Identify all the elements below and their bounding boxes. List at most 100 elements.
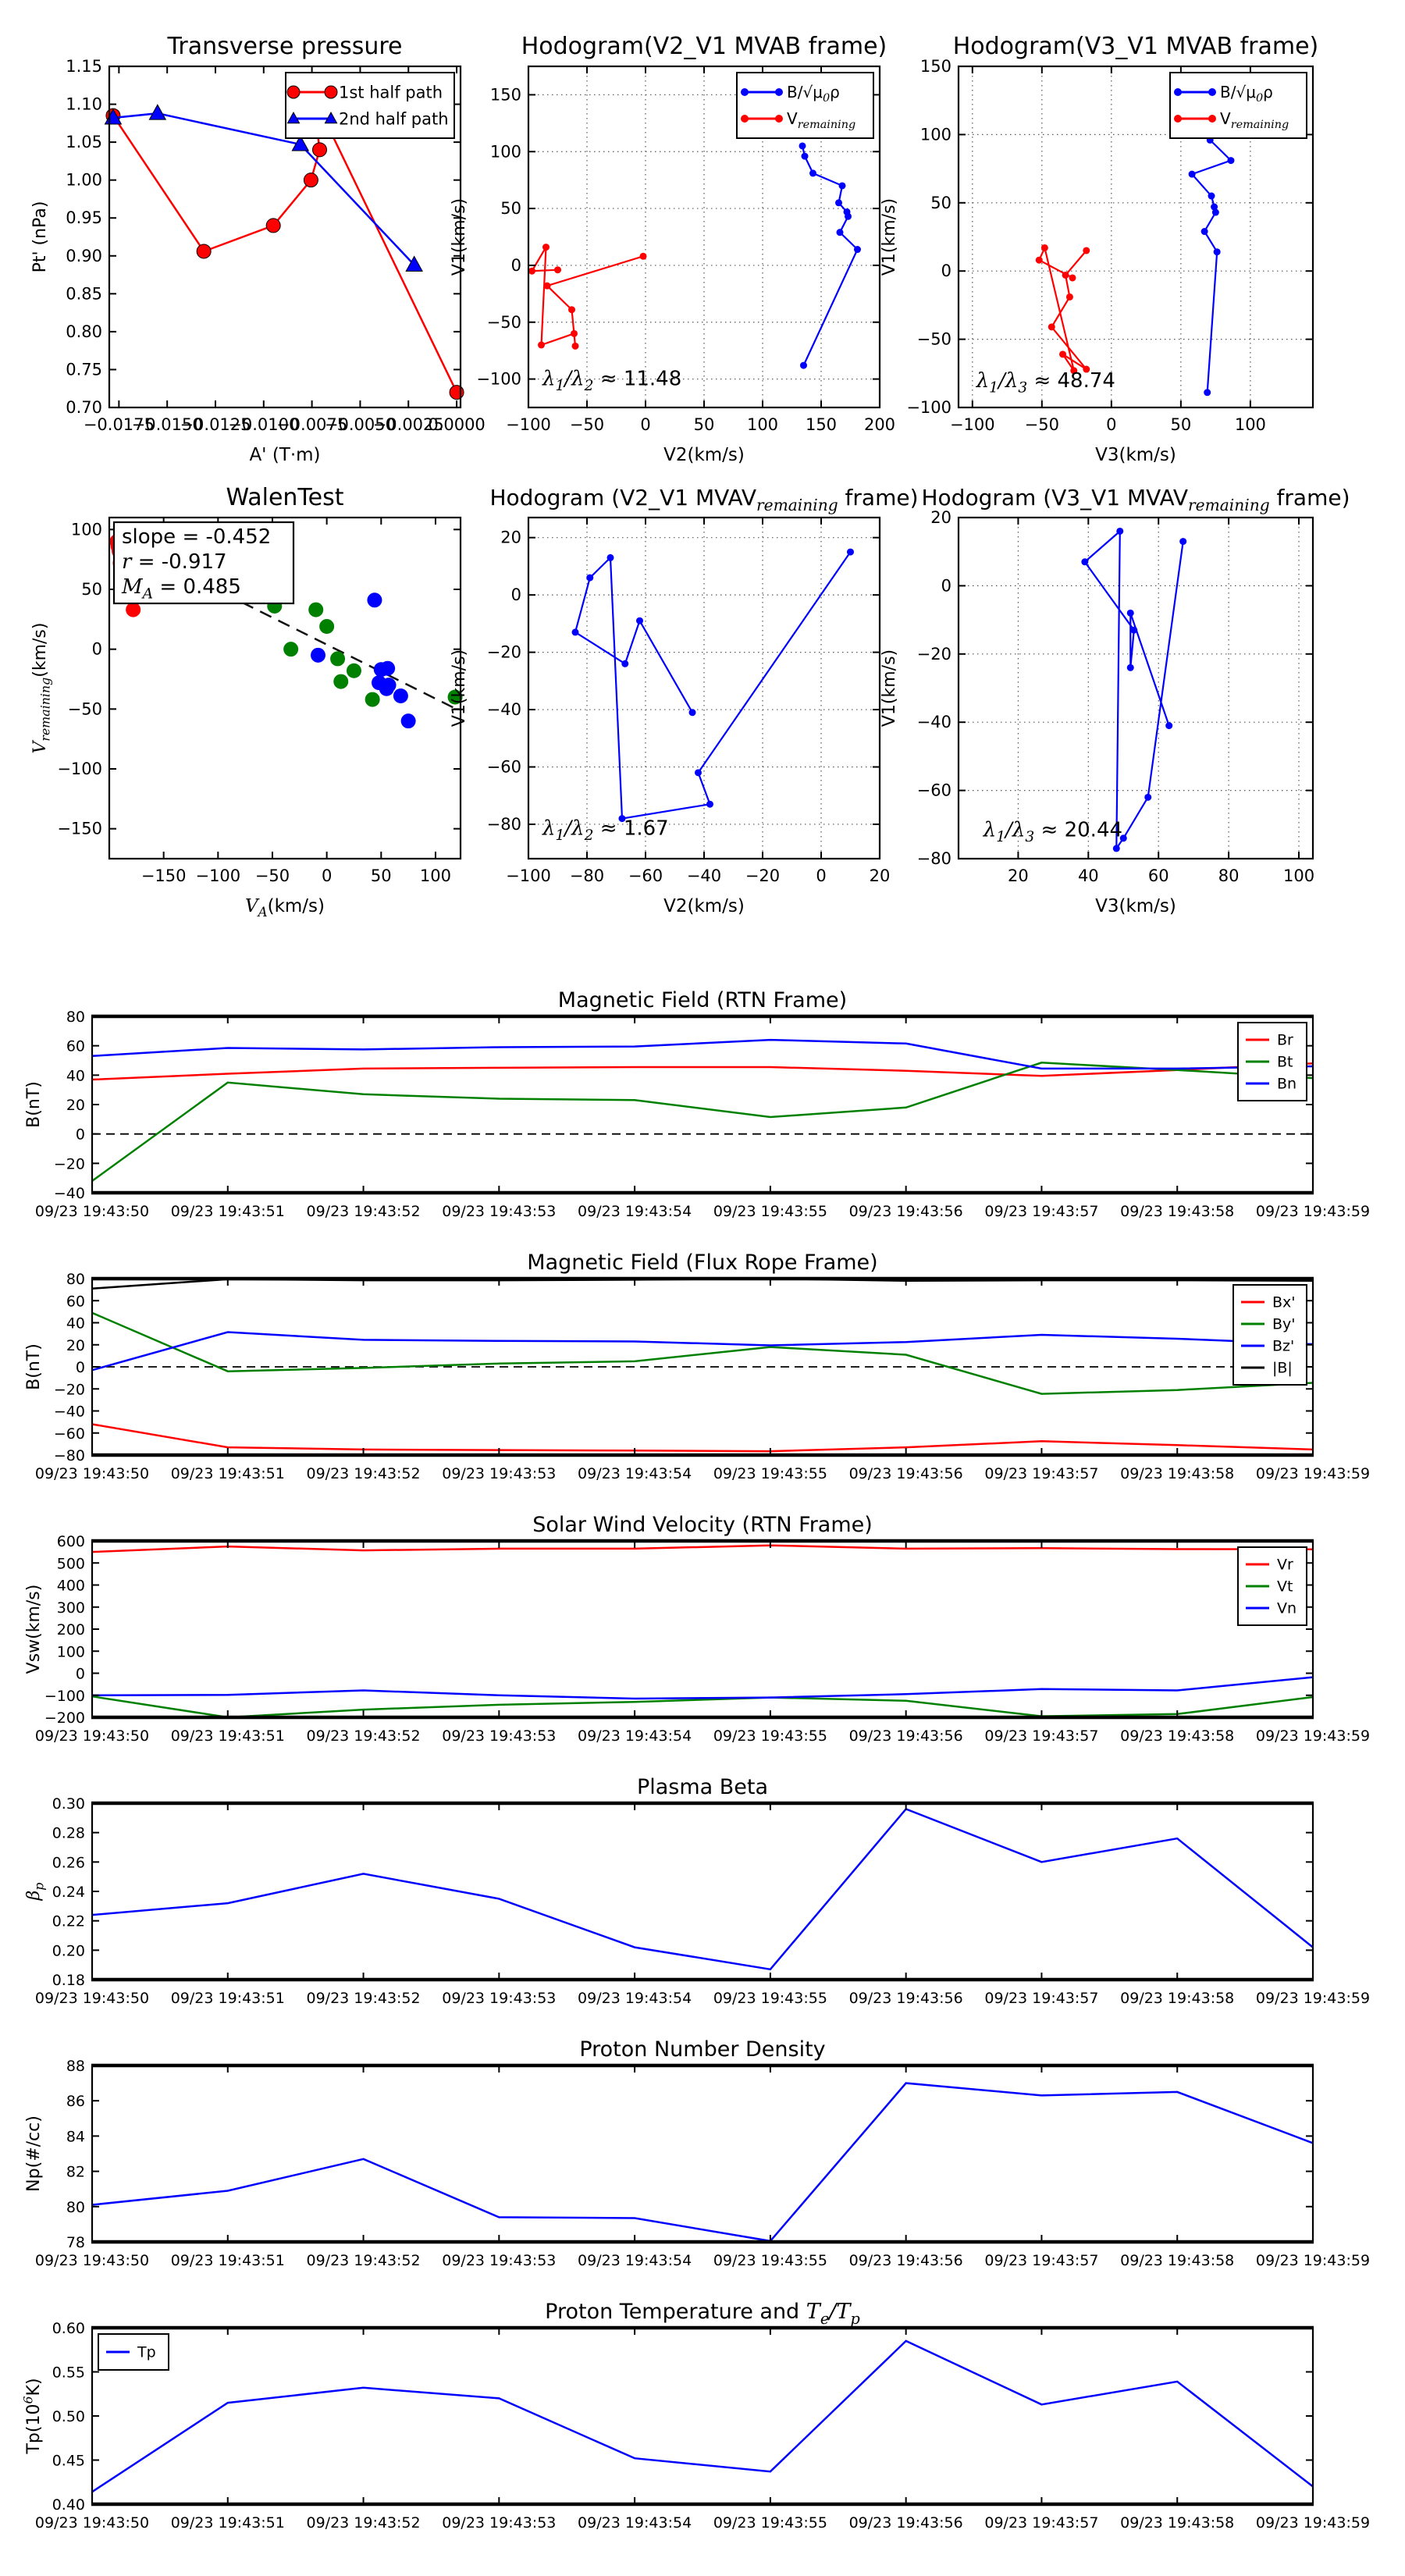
hodogram-v3v1-mvav-yticklabel: −20 bbox=[917, 645, 951, 664]
hodogram-v3v1-mvab-ylabel: V1(km/s) bbox=[880, 198, 899, 276]
marker-dot bbox=[621, 660, 629, 667]
axes-frame bbox=[91, 2064, 1314, 2243]
walen-test-yticklabel: −150 bbox=[57, 820, 102, 838]
hodogram-v3v1-mvab-legend: B/√μ0ρ Vremaining bbox=[1169, 72, 1307, 139]
transverse-pressure-xticklabel: −0.0175 bbox=[84, 415, 155, 434]
hodogram-v2v1-mvab-annotation-0: λ1/λ2 ≈ 11.48 bbox=[542, 368, 681, 395]
hodogram-v2v1-mvab-markers-B bbox=[799, 142, 861, 369]
marker-dot bbox=[836, 229, 844, 237]
mag-fluxrope-ylabel: B(nT) bbox=[24, 1343, 44, 1390]
marker-triangle bbox=[405, 255, 423, 272]
mag-fluxrope-title: Magnetic Field (Flux Rope Frame) bbox=[527, 1251, 877, 1275]
plasma-beta-yticklabel: 0.28 bbox=[52, 1825, 85, 1842]
walen-test-markers-second-half bbox=[310, 592, 416, 729]
marker-dot bbox=[542, 244, 550, 251]
marker-dot bbox=[800, 361, 807, 369]
hodogram-v3v1-mvab-yticklabel: 0 bbox=[941, 262, 951, 280]
proton-density-yticklabel: 80 bbox=[66, 2199, 85, 2216]
mag-fluxrope-xticklabel: 09/23 19:43:51 bbox=[171, 1465, 285, 1482]
hodogram-v2v1-mvav-xticklabel: −100 bbox=[506, 866, 551, 885]
mag-fluxrope-legend-label-0: Bx' bbox=[1272, 1294, 1296, 1311]
marker-dot bbox=[1126, 609, 1134, 617]
velocity-rtn-xticklabel: 09/23 19:43:54 bbox=[578, 1727, 692, 1745]
marker-dot bbox=[845, 212, 852, 220]
marker-dot bbox=[330, 651, 346, 667]
mag-fluxrope-xticklabel: 09/23 19:43:56 bbox=[849, 1465, 963, 1482]
marker-dot bbox=[568, 306, 575, 314]
hodogram-v2v1-mvab-yticklabel: −100 bbox=[476, 370, 521, 389]
velocity-rtn-ylabel: Vsw(km/s) bbox=[24, 1585, 44, 1674]
velocity-rtn-yticklabel: −100 bbox=[44, 1688, 85, 1705]
proton-temp-xticklabel: 09/23 19:43:53 bbox=[442, 2514, 556, 2532]
marker-dot bbox=[586, 574, 594, 582]
mag-fluxrope-yticklabel: −80 bbox=[54, 1447, 85, 1464]
marker-dot bbox=[571, 329, 578, 337]
panel-hodogram-v2v1-mvav: −100 −80 −60 −40 −20 0 20 −80 −60 −40 −20 0 20 V2(km/… bbox=[450, 485, 919, 916]
mag-rtn-yticklabel: 40 bbox=[66, 1067, 85, 1084]
velocity-rtn-yticklabel: −200 bbox=[44, 1710, 85, 1727]
marker-circle bbox=[265, 218, 281, 233]
mag-fluxrope-xticklabel: 09/23 19:43:55 bbox=[713, 1465, 827, 1482]
velocity-rtn-yticklabel: 500 bbox=[57, 1555, 85, 1572]
proton-temp-xticklabel: 09/23 19:43:58 bbox=[1120, 2514, 1234, 2532]
marker-dot bbox=[606, 553, 614, 561]
hodogram-v3v1-mvab-yticklabel: 150 bbox=[920, 57, 951, 76]
marker-dot bbox=[1174, 88, 1182, 96]
hodogram-v3v1-mvab-legend-label-0: B/√μ0ρ bbox=[1220, 83, 1273, 105]
mag-rtn-xticklabel: 09/23 19:43:56 bbox=[849, 1203, 963, 1220]
walen-test-xlabel: VA(km/s) bbox=[245, 896, 325, 920]
hodogram-v2v1-mvab-series-B bbox=[801, 145, 859, 366]
walen-test-ylabel: Vremaining(km/s) bbox=[30, 623, 53, 754]
mag-rtn-series-Bt bbox=[91, 1062, 1314, 1182]
proton-density-xticklabel: 09/23 19:43:52 bbox=[306, 2252, 420, 2269]
walen-test-xticklabel: −150 bbox=[141, 866, 187, 885]
transverse-pressure-xticklabel: −0.0125 bbox=[180, 415, 251, 434]
transverse-pressure-legend-label-0: 1st half path bbox=[339, 83, 443, 101]
mag-fluxrope-yticklabel: −40 bbox=[54, 1404, 85, 1421]
hodogram-v2v1-mvab-legend-label-0: B/√μ0ρ bbox=[787, 83, 840, 105]
velocity-rtn-yticklabel: 200 bbox=[57, 1621, 85, 1638]
velocity-rtn-yticklabel: 400 bbox=[57, 1578, 85, 1595]
walen-test-stats-line-1: r = -0.917 bbox=[122, 550, 227, 574]
marker-dot bbox=[1174, 115, 1182, 123]
velocity-rtn-xticklabel: 09/23 19:43:58 bbox=[1120, 1727, 1234, 1745]
proton-temp-yticklabel: 0.60 bbox=[52, 2320, 85, 2337]
proton-temp-legend: Tp bbox=[98, 2333, 169, 2371]
marker-dot bbox=[706, 800, 713, 808]
walen-test-stats-line-0: slope = -0.452 bbox=[122, 525, 271, 549]
transverse-pressure-yticklabel: 0.85 bbox=[66, 284, 102, 303]
transverse-pressure-yticklabel: 0.75 bbox=[66, 360, 102, 379]
hodogram-v2v1-mvab-legend-label-1: Vremaining bbox=[787, 109, 855, 131]
hodogram-v3v1-mvab-legend-label-1: Vremaining bbox=[1220, 109, 1289, 131]
hodogram-v2v1-mvab-series-Vrem bbox=[530, 247, 644, 347]
hodogram-v3v1-mvav-xlabel: V3(km/s) bbox=[1095, 896, 1176, 916]
hodogram-v2v1-mvav-yticklabel: −20 bbox=[487, 643, 521, 662]
hodogram-v2v1-mvab-xticklabel: 100 bbox=[747, 415, 778, 434]
proton-density-xticklabel: 09/23 19:43:56 bbox=[849, 2252, 963, 2269]
hodogram-v3v1-mvab-xticklabel: 50 bbox=[1170, 415, 1191, 434]
hodogram-v2v1-mvav-yticklabel: −60 bbox=[487, 757, 521, 776]
axes-frame bbox=[91, 1802, 1314, 1981]
proton-density-yticklabel: 84 bbox=[66, 2128, 85, 2145]
marker-dot bbox=[1211, 203, 1218, 211]
walen-test-xticklabel: 0 bbox=[322, 866, 332, 885]
marker-circle bbox=[286, 85, 301, 99]
axes-frame bbox=[108, 65, 462, 409]
velocity-rtn-xticklabel: 09/23 19:43:53 bbox=[442, 1727, 556, 1745]
marker-dot bbox=[847, 548, 854, 556]
marker-dot bbox=[333, 674, 349, 689]
mag-rtn-xticklabel: 09/23 19:43:55 bbox=[713, 1203, 827, 1220]
velocity-rtn-yticklabel: 100 bbox=[57, 1643, 85, 1660]
mag-rtn-title: Magnetic Field (RTN Frame) bbox=[558, 988, 847, 1012]
velocity-rtn-yticklabel: 300 bbox=[57, 1599, 85, 1617]
transverse-pressure-yticklabel: 1.15 bbox=[66, 57, 102, 76]
hodogram-v2v1-mvab-legend: B/√μ0ρ Vremaining bbox=[736, 72, 874, 139]
marker-circle bbox=[324, 85, 338, 99]
plasma-beta-ylabel: βp bbox=[24, 1883, 47, 1902]
hodogram-v3v1-mvab-yticklabel: 50 bbox=[930, 194, 951, 212]
plasma-beta-xticklabel: 09/23 19:43:52 bbox=[306, 1990, 420, 2007]
proton-temp-xticklabel: 09/23 19:43:55 bbox=[713, 2514, 827, 2532]
velocity-rtn-xticklabel: 09/23 19:43:59 bbox=[1256, 1727, 1370, 1745]
plasma-beta-xticklabel: 09/23 19:43:56 bbox=[849, 1990, 963, 2007]
